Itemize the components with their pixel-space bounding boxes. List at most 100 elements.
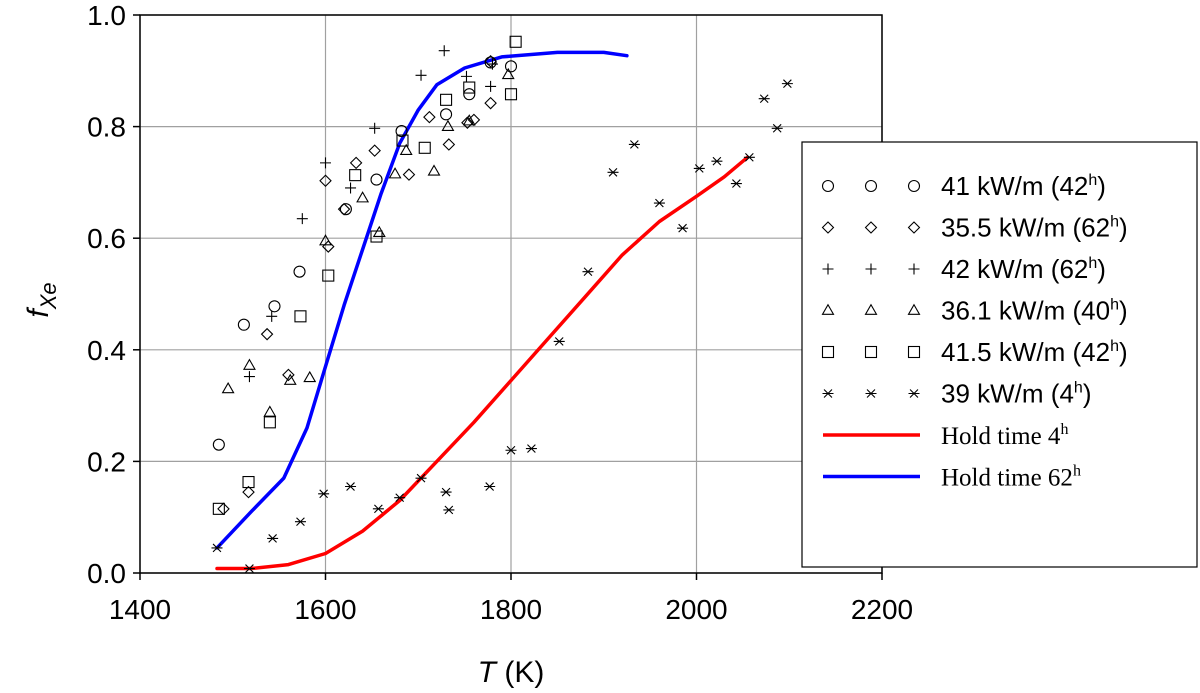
data-point <box>243 371 255 383</box>
data-point <box>294 517 306 527</box>
data-point <box>395 125 408 138</box>
data-point <box>501 67 515 80</box>
legend-marker <box>864 221 878 234</box>
data-point <box>484 55 497 68</box>
data-point <box>282 368 295 382</box>
data-point <box>505 445 517 455</box>
data-point <box>296 213 308 225</box>
data-point <box>337 202 351 216</box>
data-point <box>320 157 331 169</box>
data-point <box>396 134 409 147</box>
data-point <box>711 156 723 166</box>
legend-label: Hold time 62h <box>941 463 1081 492</box>
legend-label: 39 kW/m (4h) <box>941 379 1092 409</box>
data-point <box>243 564 255 573</box>
data-point <box>394 493 406 503</box>
data-point <box>221 381 235 394</box>
model-curves <box>215 50 750 571</box>
legend-marker <box>908 263 920 275</box>
data-point <box>463 88 476 101</box>
data-point <box>217 502 230 516</box>
data-point <box>440 487 452 497</box>
data-point <box>283 373 297 385</box>
y-tick-label: 1.0 <box>87 0 126 31</box>
data-point <box>582 267 594 277</box>
legend-marker <box>907 179 921 193</box>
data-point <box>268 300 281 313</box>
data-point <box>303 370 317 383</box>
data-point <box>443 505 455 515</box>
y-tick-label: 0.4 <box>87 335 126 366</box>
legend-label: 42 kW/m (62h) <box>941 254 1106 284</box>
data-point <box>442 138 456 151</box>
data-point <box>372 504 384 514</box>
curve-line <box>215 50 629 550</box>
data-point <box>368 144 381 157</box>
data-point <box>427 164 441 176</box>
legend-items: 41 kW/m (42h) 35.5 kW/m (62h) 42 kW/m (62h… <box>821 171 1128 492</box>
y-tick-label: 0.8 <box>87 112 126 143</box>
data-point <box>345 482 357 491</box>
data-point <box>237 318 250 331</box>
x-axis-ticks: 1400 1600 1800 2000 2200 <box>109 573 913 625</box>
data-point <box>484 56 497 69</box>
data-point <box>339 203 352 216</box>
data-point <box>318 489 330 499</box>
legend-marker <box>821 221 835 234</box>
data-point <box>628 140 640 149</box>
data-point <box>415 473 427 483</box>
data-point <box>423 110 436 124</box>
x-tick-label: 1400 <box>109 594 171 625</box>
data-point <box>369 122 381 134</box>
data-point <box>322 269 335 282</box>
data-point <box>781 79 793 88</box>
data-point <box>509 35 522 48</box>
data-point <box>743 152 755 162</box>
legend-marker <box>821 345 835 359</box>
data-point <box>462 114 476 126</box>
legend-marker <box>864 179 878 193</box>
y-tick-label: 0.6 <box>87 223 126 254</box>
curve-line <box>215 155 750 571</box>
legend-marker <box>822 263 834 275</box>
data-point <box>263 416 276 429</box>
legend-label: 35.5 kW/m (62h) <box>941 213 1128 243</box>
x-tick-label: 1800 <box>480 594 542 625</box>
data-point <box>212 438 225 451</box>
legend-marker <box>822 389 834 398</box>
data-point <box>504 60 518 73</box>
data-point <box>211 543 223 553</box>
data-points <box>211 35 793 573</box>
legend-marker <box>821 179 835 193</box>
data-point <box>485 80 497 92</box>
data-point <box>440 108 453 121</box>
legend-label: 41.5 kW/m (42h) <box>941 337 1128 367</box>
data-point <box>372 225 386 238</box>
data-point <box>356 191 370 203</box>
data-point <box>438 45 450 57</box>
x-tick-label: 2200 <box>851 594 913 625</box>
data-point <box>370 173 383 186</box>
data-point <box>267 534 279 543</box>
legend-marker <box>865 263 877 275</box>
data-point <box>553 337 565 346</box>
legend-label: Hold time 4h <box>941 421 1068 450</box>
legend: 41 kW/m (42h) 35.5 kW/m (62h) 42 kW/m (62h… <box>801 141 1198 568</box>
data-point <box>322 240 335 253</box>
data-point <box>260 327 274 341</box>
data-point <box>349 169 362 182</box>
y-axis-title: fXe <box>22 282 61 317</box>
legend-marker <box>864 345 878 359</box>
y-tick-label: 0.2 <box>87 446 126 477</box>
data-point <box>730 179 742 188</box>
data-point <box>349 156 363 170</box>
data-point <box>370 230 383 243</box>
x-tick-label: 2000 <box>665 594 727 625</box>
data-point <box>758 94 770 104</box>
data-point <box>345 182 357 194</box>
data-point <box>504 88 518 101</box>
data-point <box>266 310 278 322</box>
data-point <box>418 141 431 154</box>
data-point <box>484 96 497 110</box>
